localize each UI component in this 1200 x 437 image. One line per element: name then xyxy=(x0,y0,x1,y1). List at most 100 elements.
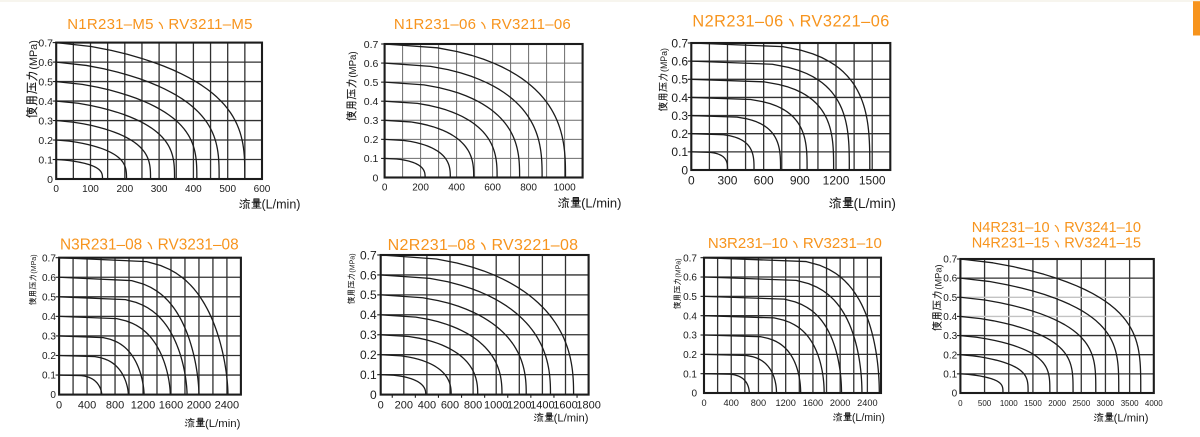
svg-text:0.7: 0.7 xyxy=(38,37,53,49)
svg-text:0: 0 xyxy=(681,163,688,177)
svg-text:(MPa): (MPa) xyxy=(659,48,669,72)
svg-text:RV3241–15: RV3241–15 xyxy=(1064,236,1141,252)
svg-text:N3R231–08: N3R231–08 xyxy=(60,236,142,253)
svg-text:0.6: 0.6 xyxy=(360,268,377,282)
svg-text:(L/min): (L/min) xyxy=(554,413,589,425)
svg-text:N4R231–15: N4R231–15 xyxy=(972,236,1050,252)
svg-text:200: 200 xyxy=(395,400,413,412)
svg-text:0: 0 xyxy=(688,174,695,188)
svg-text:0.4: 0.4 xyxy=(42,312,56,323)
svg-text:0.6: 0.6 xyxy=(671,54,688,68)
svg-text:0.6: 0.6 xyxy=(38,57,53,69)
svg-text:2500: 2500 xyxy=(1072,399,1090,408)
svg-text:(L/min): (L/min) xyxy=(261,198,300,212)
svg-text:300: 300 xyxy=(717,174,737,188)
svg-text:RV3231–10: RV3231–10 xyxy=(803,235,882,252)
svg-text:0.5: 0.5 xyxy=(42,292,56,303)
svg-text:0.7: 0.7 xyxy=(671,36,688,50)
svg-text:800: 800 xyxy=(464,400,482,412)
svg-text:N1R231–M5: N1R231–M5 xyxy=(67,16,153,33)
svg-text:0.3: 0.3 xyxy=(42,332,56,343)
svg-text:0.3: 0.3 xyxy=(683,331,697,342)
svg-text:2400: 2400 xyxy=(857,398,877,408)
svg-text:400: 400 xyxy=(78,400,96,412)
svg-text:(MPa): (MPa) xyxy=(348,51,359,77)
svg-text:RV3221–08: RV3221–08 xyxy=(491,237,578,254)
svg-text:300: 300 xyxy=(151,184,168,195)
svg-text:(L/min): (L/min) xyxy=(205,418,241,430)
svg-text:0: 0 xyxy=(691,389,697,400)
svg-text:(MPa): (MPa) xyxy=(676,258,683,277)
svg-text:RV3231–08: RV3231–08 xyxy=(158,236,239,253)
svg-text:1800: 1800 xyxy=(576,400,600,412)
svg-text:0: 0 xyxy=(382,183,388,194)
svg-text:1200: 1200 xyxy=(823,174,850,188)
svg-text:0.4: 0.4 xyxy=(364,96,379,108)
svg-text:0.5: 0.5 xyxy=(943,293,957,304)
svg-text:0.4: 0.4 xyxy=(943,312,957,323)
svg-text:1500: 1500 xyxy=(1024,399,1042,408)
svg-text:0.2: 0.2 xyxy=(943,350,957,361)
svg-text:3000: 3000 xyxy=(1097,399,1115,408)
svg-text:2000: 2000 xyxy=(187,400,211,412)
svg-text:(MPa): (MPa) xyxy=(933,264,943,289)
svg-text:0.2: 0.2 xyxy=(360,348,377,362)
svg-text:0.7: 0.7 xyxy=(364,39,379,51)
svg-text:0.6: 0.6 xyxy=(683,273,697,284)
svg-text:0.4: 0.4 xyxy=(671,91,688,105)
svg-text:1600: 1600 xyxy=(803,398,823,408)
svg-text:800: 800 xyxy=(106,400,124,412)
svg-text:RV3221–06: RV3221–06 xyxy=(800,13,890,31)
svg-text:600: 600 xyxy=(254,184,271,195)
svg-text:0.3: 0.3 xyxy=(671,109,688,123)
svg-text:(MPa): (MPa) xyxy=(28,40,40,69)
svg-text:600: 600 xyxy=(441,400,459,412)
svg-text:0.3: 0.3 xyxy=(38,115,53,127)
svg-text:1600: 1600 xyxy=(159,400,183,412)
svg-text:0.6: 0.6 xyxy=(943,274,957,285)
svg-text:0.5: 0.5 xyxy=(683,292,697,303)
svg-text:0.5: 0.5 xyxy=(38,76,53,88)
svg-text:0.7: 0.7 xyxy=(42,253,56,264)
svg-text:100: 100 xyxy=(82,184,99,195)
svg-text:1400: 1400 xyxy=(530,400,554,412)
svg-text:0: 0 xyxy=(952,389,958,400)
svg-text:0.6: 0.6 xyxy=(364,58,379,70)
svg-text:0.1: 0.1 xyxy=(42,371,56,382)
svg-text:(MPa): (MPa) xyxy=(31,254,38,273)
svg-text:2000: 2000 xyxy=(1048,399,1066,408)
svg-text:(MPa): (MPa) xyxy=(350,253,357,272)
svg-text:0.3: 0.3 xyxy=(943,331,957,342)
svg-text:200: 200 xyxy=(116,184,133,195)
svg-text:800: 800 xyxy=(751,398,766,408)
svg-text:0.3: 0.3 xyxy=(360,328,377,342)
svg-text:2000: 2000 xyxy=(830,398,850,408)
svg-text:0.2: 0.2 xyxy=(683,350,697,361)
svg-text:1600: 1600 xyxy=(553,400,577,412)
svg-text:N2R231–06: N2R231–06 xyxy=(692,13,783,31)
svg-text:0.6: 0.6 xyxy=(42,273,56,284)
svg-text:1500: 1500 xyxy=(859,174,886,188)
svg-text:0: 0 xyxy=(56,400,62,412)
svg-text:0: 0 xyxy=(701,398,706,408)
svg-text:0.7: 0.7 xyxy=(943,255,957,266)
svg-text:400: 400 xyxy=(418,400,436,412)
svg-text:0.1: 0.1 xyxy=(943,369,957,380)
svg-text:0.1: 0.1 xyxy=(364,153,379,165)
svg-text:0.7: 0.7 xyxy=(683,253,697,264)
svg-text:0: 0 xyxy=(53,184,59,195)
svg-text:N2R231–08: N2R231–08 xyxy=(388,237,476,254)
svg-text:200: 200 xyxy=(412,183,429,194)
svg-text:0: 0 xyxy=(958,399,963,408)
svg-text:400: 400 xyxy=(448,183,465,194)
svg-text:1000: 1000 xyxy=(553,183,576,194)
svg-text:0.5: 0.5 xyxy=(671,73,688,87)
svg-text:0.1: 0.1 xyxy=(683,369,697,380)
svg-text:0.1: 0.1 xyxy=(38,154,53,166)
svg-text:500: 500 xyxy=(978,399,992,408)
svg-text:0.4: 0.4 xyxy=(683,311,697,322)
svg-text:1200: 1200 xyxy=(507,400,531,412)
svg-text:0.4: 0.4 xyxy=(38,96,53,108)
svg-text:600: 600 xyxy=(484,183,501,194)
svg-text:0.4: 0.4 xyxy=(360,308,377,322)
